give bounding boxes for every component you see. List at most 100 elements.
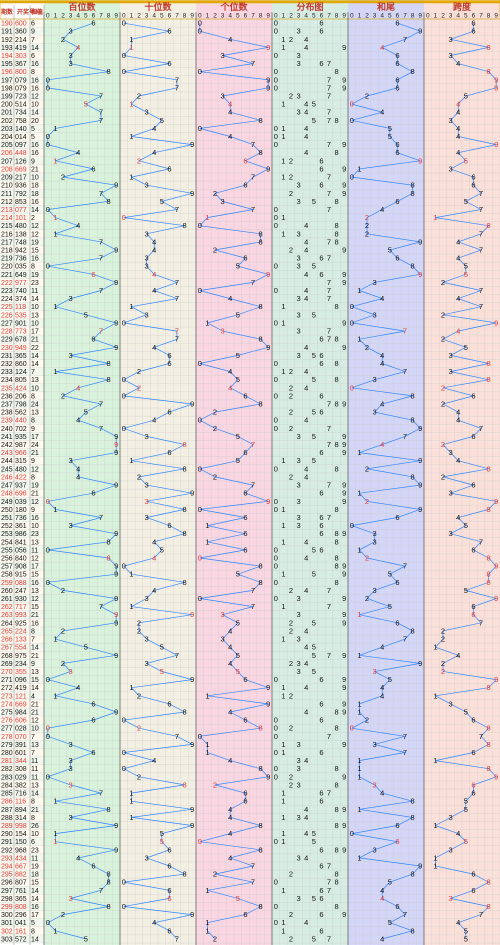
distribution-mark: 0 <box>274 205 278 214</box>
distribution-mark: 4 <box>304 918 308 927</box>
distribution-mark: 6 <box>319 716 323 725</box>
issue-cell: 227 <box>1 320 13 327</box>
trend-mark: 4 <box>228 708 232 717</box>
trend-mark: 8 <box>487 43 491 52</box>
trend-mark: 2 <box>441 335 445 344</box>
prize-cell: 029 <box>15 774 27 781</box>
distribution-mark: 5 <box>312 197 316 206</box>
trend-mark: 8 <box>183 221 187 230</box>
trend-mark: 5 <box>388 878 392 887</box>
sum-cell: 14 <box>31 896 39 903</box>
trend-mark: 6 <box>167 862 171 871</box>
trend-mark: 0 <box>350 829 354 838</box>
issue-cell: 218 <box>1 248 13 255</box>
trend-mark: 6 <box>395 59 399 68</box>
distribution-mark: 3 <box>297 780 301 789</box>
distribution-mark: 1 <box>281 837 285 846</box>
distribution-mark: 4 <box>304 554 308 563</box>
row-background <box>0 43 44 52</box>
trend-mark: 8 <box>487 724 491 733</box>
trend-mark: 6 <box>243 716 247 725</box>
sum-cell: 7 <box>31 750 35 757</box>
issue-cell: 231 <box>1 353 13 360</box>
row-background <box>0 213 44 222</box>
row-background <box>0 537 44 546</box>
distribution-mark: 7 <box>327 327 331 336</box>
issue-cell: 208 <box>1 166 13 173</box>
distribution-mark: 9 <box>342 278 346 287</box>
sum-cell: 13 <box>31 669 39 676</box>
distribution-mark: 4 <box>304 43 308 52</box>
prize-cell: 894 <box>15 807 27 814</box>
issue-cell: 267 <box>1 645 13 652</box>
trend-mark: 8 <box>487 505 491 514</box>
trend-mark: 3 <box>69 51 73 60</box>
trend-mark: 9 <box>114 343 118 352</box>
trend-mark: 3 <box>145 262 149 271</box>
distribution-mark: 6 <box>319 699 323 708</box>
distribution-mark: 2 <box>289 780 293 789</box>
trend-mark: 1 <box>129 100 133 109</box>
trend-mark: 1 <box>53 302 57 311</box>
trend-mark: 0 <box>198 67 202 76</box>
prize-cell: 180 <box>15 507 27 514</box>
distribution-mark: 2 <box>289 173 293 182</box>
sum-cell: 14 <box>31 207 39 214</box>
sum-cell: 12 <box>31 499 39 506</box>
trend-mark: 8 <box>259 237 263 246</box>
trend-mark: 6 <box>395 140 399 149</box>
trend-mark: 0 <box>46 675 50 684</box>
distribution-mark: 1 <box>281 100 285 109</box>
trend-mark: 7 <box>403 635 407 644</box>
distribution-mark: 7 <box>327 602 331 611</box>
distribution-mark: 4 <box>304 643 308 652</box>
distribution-mark: 2 <box>289 391 293 400</box>
distribution-mark: 7 <box>327 189 331 198</box>
distribution-mark: 8 <box>335 197 339 206</box>
trend-mark: 7 <box>479 205 483 214</box>
trend-mark: 2 <box>365 343 369 352</box>
trend-mark: 0 <box>198 359 202 368</box>
issue-cell: 249 <box>1 499 13 506</box>
prize-cell: 079 <box>15 77 27 84</box>
trend-mark: 8 <box>183 440 187 449</box>
trend-mark: 4 <box>380 359 384 368</box>
trend-mark: 4 <box>380 400 384 409</box>
trend-mark: 4 <box>228 659 232 668</box>
distribution-mark: 6 <box>319 545 323 554</box>
trend-mark: 9 <box>418 862 422 871</box>
prize-cell: 096 <box>15 677 27 684</box>
distribution-mark: 1 <box>281 456 285 465</box>
distribution-mark: 3 <box>297 740 301 749</box>
distribution-mark: 3 <box>297 351 301 360</box>
trend-mark: 8 <box>411 181 415 190</box>
issue-cell: 271 <box>1 677 13 684</box>
trend-mark: 9 <box>190 821 194 830</box>
row-background <box>0 27 44 36</box>
distribution-mark: 7 <box>327 205 331 214</box>
trend-mark: 7 <box>479 189 483 198</box>
row-background <box>0 383 44 392</box>
trend-mark: 0 <box>350 521 354 530</box>
trend-mark: 6 <box>91 862 95 871</box>
trend-mark: 8 <box>107 878 111 887</box>
trend-mark: 5 <box>84 934 88 943</box>
trend-mark: 5 <box>84 310 88 319</box>
distribution-mark: 4 <box>304 708 308 717</box>
trend-mark: 4 <box>152 148 156 157</box>
issue-cell: 219 <box>1 256 13 263</box>
prize-cell: 308 <box>15 766 27 773</box>
distribution-mark: 8 <box>335 708 339 717</box>
row-background <box>0 772 44 781</box>
trend-mark: 1 <box>357 335 361 344</box>
digit-header: 0 <box>198 13 202 20</box>
distribution-mark: 2 <box>289 870 293 879</box>
distribution-mark: 4 <box>304 626 308 635</box>
trend-mark: 9 <box>114 708 118 717</box>
trend-mark: 3 <box>145 229 149 238</box>
trend-mark: 6 <box>471 610 475 619</box>
distribution-mark: 4 <box>304 416 308 425</box>
trend-mark: 3 <box>145 635 149 644</box>
trend-mark: 6 <box>395 83 399 92</box>
issue-cell: 259 <box>1 580 13 587</box>
